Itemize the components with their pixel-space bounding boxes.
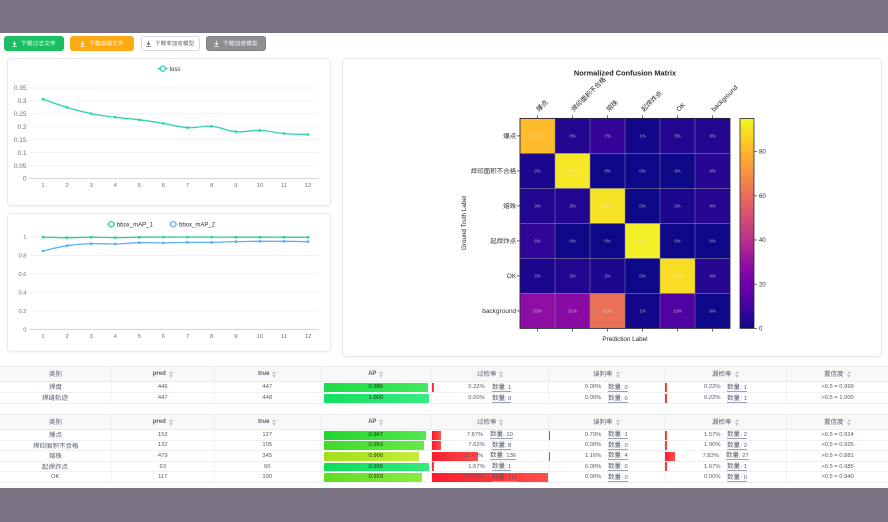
svg-text:1: 1: [41, 334, 44, 340]
svg-text:2: 2: [65, 334, 68, 340]
svg-text:Normalized Confusion Matrix: Normalized Confusion Matrix: [573, 69, 676, 78]
svg-text:0: 0: [23, 328, 26, 334]
svg-text:3%: 3%: [709, 134, 715, 139]
svg-text:10: 10: [257, 183, 263, 189]
svg-text:10: 10: [257, 334, 263, 340]
svg-text:3%: 3%: [674, 134, 680, 139]
svg-text:0.2: 0.2: [17, 124, 26, 131]
svg-text:12: 12: [305, 334, 311, 340]
svg-text:0%: 0%: [639, 274, 645, 279]
svg-text:0.2: 0.2: [18, 309, 26, 315]
svg-text:4: 4: [114, 183, 118, 189]
svg-text:0.05: 0.05: [14, 163, 27, 170]
svg-text:loss: loss: [170, 67, 181, 73]
svg-text:0%: 0%: [639, 169, 645, 174]
svg-text:6: 6: [162, 334, 165, 340]
svg-text:2%: 2%: [604, 274, 610, 279]
svg-text:bbox_mAP_2: bbox_mAP_2: [179, 222, 216, 228]
svg-text:3%: 3%: [569, 274, 575, 279]
svg-text:0.4: 0.4: [18, 291, 27, 297]
svg-text:0%: 0%: [674, 239, 680, 244]
svg-text:7%: 7%: [604, 134, 610, 139]
svg-text:1%: 1%: [639, 309, 645, 314]
svg-text:0%: 0%: [604, 169, 610, 174]
svg-text:0.1: 0.1: [17, 150, 26, 157]
svg-text:0.15: 0.15: [14, 137, 27, 144]
svg-text:9: 9: [234, 334, 237, 340]
svg-text:background: background: [482, 308, 516, 315]
svg-text:0%: 0%: [709, 309, 715, 314]
svg-text:0.25: 0.25: [14, 111, 27, 118]
svg-text:Prediction Label: Prediction Label: [602, 336, 647, 343]
svg-text:5: 5: [138, 183, 141, 189]
svg-text:2%: 2%: [674, 204, 680, 209]
svg-text:0.35: 0.35: [14, 85, 27, 92]
svg-text:OK: OK: [675, 101, 687, 113]
svg-text:background: background: [710, 84, 739, 113]
svg-text:3%: 3%: [569, 134, 575, 139]
svg-text:2%: 2%: [534, 169, 540, 174]
svg-text:0.8: 0.8: [18, 254, 26, 260]
svg-text:80: 80: [759, 150, 766, 156]
svg-text:4: 4: [114, 334, 118, 340]
svg-text:8: 8: [210, 334, 213, 340]
svg-text:0.3: 0.3: [17, 98, 26, 105]
svg-text:4%: 4%: [709, 204, 715, 209]
svg-text:31%: 31%: [568, 309, 577, 314]
svg-text:60: 60: [759, 194, 766, 200]
svg-text:93%: 93%: [638, 239, 647, 244]
svg-text:89%: 89%: [673, 274, 682, 279]
svg-text:6%: 6%: [534, 239, 540, 244]
svg-text:9: 9: [234, 183, 237, 189]
svg-text:2: 2: [65, 183, 68, 189]
svg-text:7: 7: [186, 334, 189, 340]
svg-text:0%: 0%: [604, 239, 610, 244]
svg-text:0%: 0%: [674, 169, 680, 174]
svg-text:3: 3: [90, 183, 93, 189]
svg-text:8: 8: [210, 183, 213, 189]
svg-text:1: 1: [41, 183, 44, 189]
svg-text:11: 11: [281, 334, 287, 340]
svg-text:91%: 91%: [568, 169, 577, 174]
svg-text:61%: 61%: [603, 309, 612, 314]
svg-text:0: 0: [23, 176, 27, 183]
svg-text:4%: 4%: [709, 274, 715, 279]
svg-text:Ground Truth Label: Ground Truth Label: [461, 196, 468, 250]
svg-text:40: 40: [759, 238, 766, 244]
svg-text:OK: OK: [506, 273, 516, 280]
svg-text:0.6: 0.6: [18, 272, 26, 278]
svg-text:4%: 4%: [709, 169, 715, 174]
svg-text:6: 6: [162, 183, 165, 189]
svg-text:90%: 90%: [603, 204, 612, 209]
svg-text:11: 11: [281, 183, 287, 189]
svg-text:32%: 32%: [533, 309, 542, 314]
svg-text:20: 20: [759, 282, 766, 288]
svg-text:13%: 13%: [673, 309, 682, 314]
svg-text:5: 5: [138, 334, 141, 340]
svg-text:3%: 3%: [569, 204, 575, 209]
svg-text:0%: 0%: [709, 239, 715, 244]
svg-text:7: 7: [186, 183, 189, 189]
svg-text:1: 1: [23, 235, 26, 241]
svg-text:2%: 2%: [534, 274, 540, 279]
svg-text:81%: 81%: [533, 134, 542, 139]
svg-text:0: 0: [759, 327, 763, 333]
svg-text:0%: 0%: [639, 204, 645, 209]
svg-text:3%: 3%: [534, 204, 540, 209]
svg-text:12: 12: [305, 183, 311, 189]
svg-text:0%: 0%: [569, 239, 575, 244]
svg-text:1%: 1%: [639, 134, 645, 139]
svg-text:3: 3: [90, 334, 93, 340]
svg-text:bbox_mAP_1: bbox_mAP_1: [117, 222, 154, 228]
